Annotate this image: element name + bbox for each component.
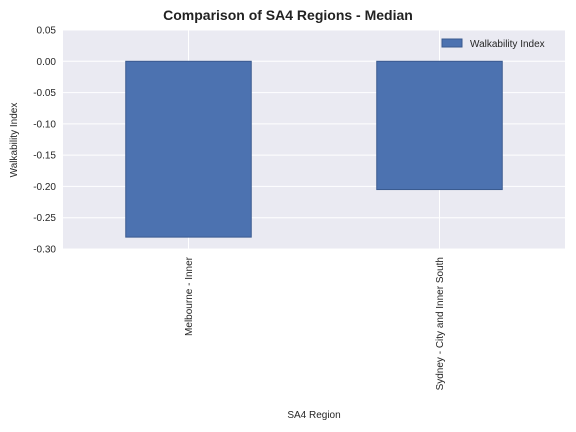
y-axis-label: Walkability Index xyxy=(9,103,20,178)
y-tick-label: -0.05 xyxy=(33,88,56,99)
x-axis-label: SA4 Region xyxy=(287,410,340,421)
bars xyxy=(125,60,503,238)
y-tick-label: -0.20 xyxy=(33,182,56,193)
chart-title: Comparison of SA4 Regions - Median xyxy=(163,7,413,23)
x-tick-label: Sydney - City and Inner South xyxy=(435,257,446,390)
y-tick-label: -0.15 xyxy=(33,151,56,162)
bar-0 xyxy=(125,60,252,238)
y-axis-ticks: -0.30 -0.25 -0.20 -0.15 -0.10 -0.05 0.00 0.05 xyxy=(33,26,56,256)
legend-label: Walkability Index xyxy=(470,39,545,50)
y-tick-label: 0.05 xyxy=(37,26,57,37)
y-tick-label: -0.25 xyxy=(33,213,56,224)
x-axis-ticks: Melbourne - Inner Sydney - City and Inner… xyxy=(184,256,446,390)
bar-1 xyxy=(376,60,503,191)
y-tick-label: -0.30 xyxy=(33,245,56,256)
legend: Walkability Index xyxy=(441,38,545,50)
y-tick-label: 0.00 xyxy=(37,57,57,68)
legend-swatch xyxy=(441,38,463,48)
x-tick-label: Melbourne - Inner xyxy=(184,256,195,336)
y-tick-label: -0.10 xyxy=(33,119,56,130)
